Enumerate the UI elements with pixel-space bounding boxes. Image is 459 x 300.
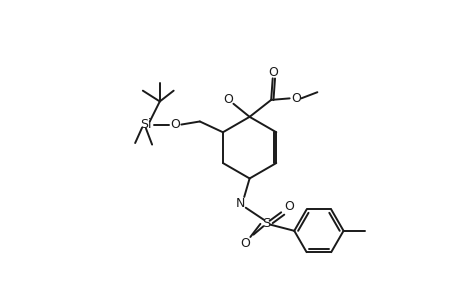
Text: O: O [240, 237, 249, 250]
Text: O: O [284, 200, 294, 213]
Text: O: O [290, 92, 300, 105]
Text: Si: Si [140, 118, 151, 131]
Text: O: O [267, 66, 277, 79]
Text: O: O [223, 93, 232, 106]
Text: O: O [170, 118, 180, 131]
Text: N: N [235, 196, 245, 210]
Text: S: S [262, 217, 270, 230]
